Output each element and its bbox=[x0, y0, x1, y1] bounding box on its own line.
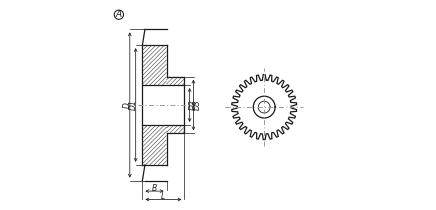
Text: D: D bbox=[123, 102, 132, 108]
Text: A: A bbox=[116, 10, 122, 19]
Text: D2: D2 bbox=[189, 100, 198, 110]
Text: D3: D3 bbox=[193, 100, 201, 110]
Text: B: B bbox=[152, 184, 157, 193]
Text: L: L bbox=[161, 192, 166, 201]
Text: D1: D1 bbox=[129, 100, 137, 110]
